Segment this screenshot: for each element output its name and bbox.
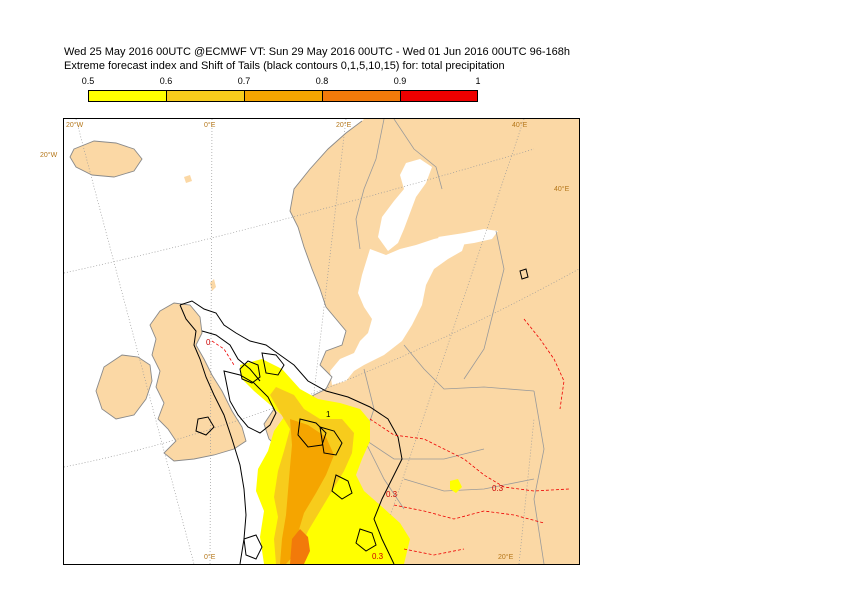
efi-dashed-contour-west (211, 340, 235, 366)
efi-contour-label-0.3-east: 0.3 (492, 484, 504, 493)
legend-swatch-0.6-0.7 (166, 90, 244, 102)
great-britain (150, 303, 246, 461)
legend-label-0.6: 0.6 (159, 76, 173, 86)
coast-great-britain (149, 302, 247, 462)
border-norway-sweden (355, 119, 385, 250)
sot-contour-5-cell-d (331, 474, 353, 500)
efi-0.8-area (290, 529, 310, 564)
sot-contour-1-north (201, 330, 261, 382)
grid-label-20w-top: 20°W (66, 121, 84, 129)
coast-iceland (69, 140, 143, 178)
coastlines (69, 120, 363, 492)
efi-shading (240, 359, 462, 564)
efi-0.7-area (280, 419, 334, 564)
legend-swatch-0.7-0.8 (244, 90, 322, 102)
sot-contour-1-inner (223, 370, 277, 434)
efi-dashed-contour-balkan (403, 548, 465, 556)
efi-contour-label-0: 0 (206, 338, 211, 347)
sot-contour-5-cell-g (243, 534, 263, 560)
sot-contour-0-west (179, 304, 247, 564)
iceland (70, 141, 142, 177)
gulf-of-finland (438, 229, 498, 245)
efi-dashed-contour-central (369, 418, 570, 492)
efi-color-legend: 0.5 0.6 0.7 0.8 0.9 1 (82, 76, 481, 104)
ireland (96, 355, 152, 419)
sot-contour-5-cell-c (319, 426, 343, 456)
border-poland-belarus (403, 344, 535, 392)
sot-contour-5-cell-a (261, 352, 285, 376)
sot-contour-0-east (179, 300, 403, 564)
parallel-line-south (64, 268, 579, 468)
meridian-0e (209, 119, 213, 564)
legend-label-1: 1 (475, 76, 481, 86)
border-russia-west (463, 230, 505, 380)
sot-contour-label-1: 1 (326, 410, 331, 419)
grid-label-20e-top: 20°E (336, 121, 352, 129)
grid-label-40e-top: 40°E (512, 121, 528, 129)
europe-efi-map[interactable]: 1 0 0.3 0.3 0.3 20°W 0°E 20°E 40°E 40°E … (63, 118, 580, 565)
baltic-sea (330, 235, 466, 385)
meridian-40e (373, 119, 525, 564)
coast-ireland (95, 354, 153, 420)
chart-title-line-2: Extreme forecast index and Shift of Tail… (64, 60, 505, 72)
legend-label-0.9: 0.9 (393, 76, 407, 86)
sot-contour-5-cell-b (297, 418, 327, 448)
efi-dashed-contours (211, 318, 570, 556)
efi-contour-label-0.3-south: 0.3 (372, 552, 384, 561)
faroe-islands (184, 175, 192, 183)
legend-label-0.7: 0.7 (237, 76, 251, 86)
grid-label-20e-bottom: 20°E (498, 553, 514, 561)
sot-contour-1-cell (239, 360, 261, 384)
shift-of-tails-contours (179, 268, 529, 564)
gulf-of-bothnia (378, 159, 432, 251)
map-canvas: 1 0 0.3 0.3 0.3 20°W 0°E 20°E 40°E 40°E … (64, 119, 579, 564)
meridian-20e-south (518, 418, 535, 564)
border-austria-hungary (403, 478, 535, 492)
border-germany-poland (363, 368, 485, 460)
legend-label-0.5: 0.5 (81, 76, 95, 86)
sot-contour-5-cell-e (355, 528, 377, 552)
coast-norway-continent (263, 120, 363, 492)
legend-swatch-0.8-0.9 (322, 90, 400, 102)
grid-label-0e-top: 0°E (204, 121, 216, 129)
grid-label-40e-right: 40°E (554, 185, 570, 193)
border-ukraine (533, 390, 545, 564)
legend-swatch-0.9-1 (400, 90, 478, 102)
shetland-islands (210, 279, 216, 291)
sot-contour-0-east-spot (519, 268, 529, 280)
border-sweden-finland (393, 119, 443, 190)
legend-swatch-0.5-0.6 (88, 90, 166, 102)
efi-contour-label-0.3-central: 0.3 (386, 490, 398, 499)
legend-label-0.8: 0.8 (315, 76, 329, 86)
efi-0.5-spot-east (450, 479, 462, 493)
grid-label-20w-left: 20°W (40, 152, 58, 159)
sot-contour-5-cell-f (195, 416, 215, 436)
grid-label-0e-bottom: 0°E (204, 553, 216, 561)
parallel-line-north (64, 148, 535, 274)
efi-dashed-contour-east (523, 318, 565, 410)
national-borders (313, 119, 545, 564)
chart-title-line-1: Wed 25 May 2016 00UTC @ECMWF VT: Sun 29 … (64, 46, 570, 58)
graticule (64, 119, 579, 564)
efi-dashed-contour-south (393, 504, 545, 524)
